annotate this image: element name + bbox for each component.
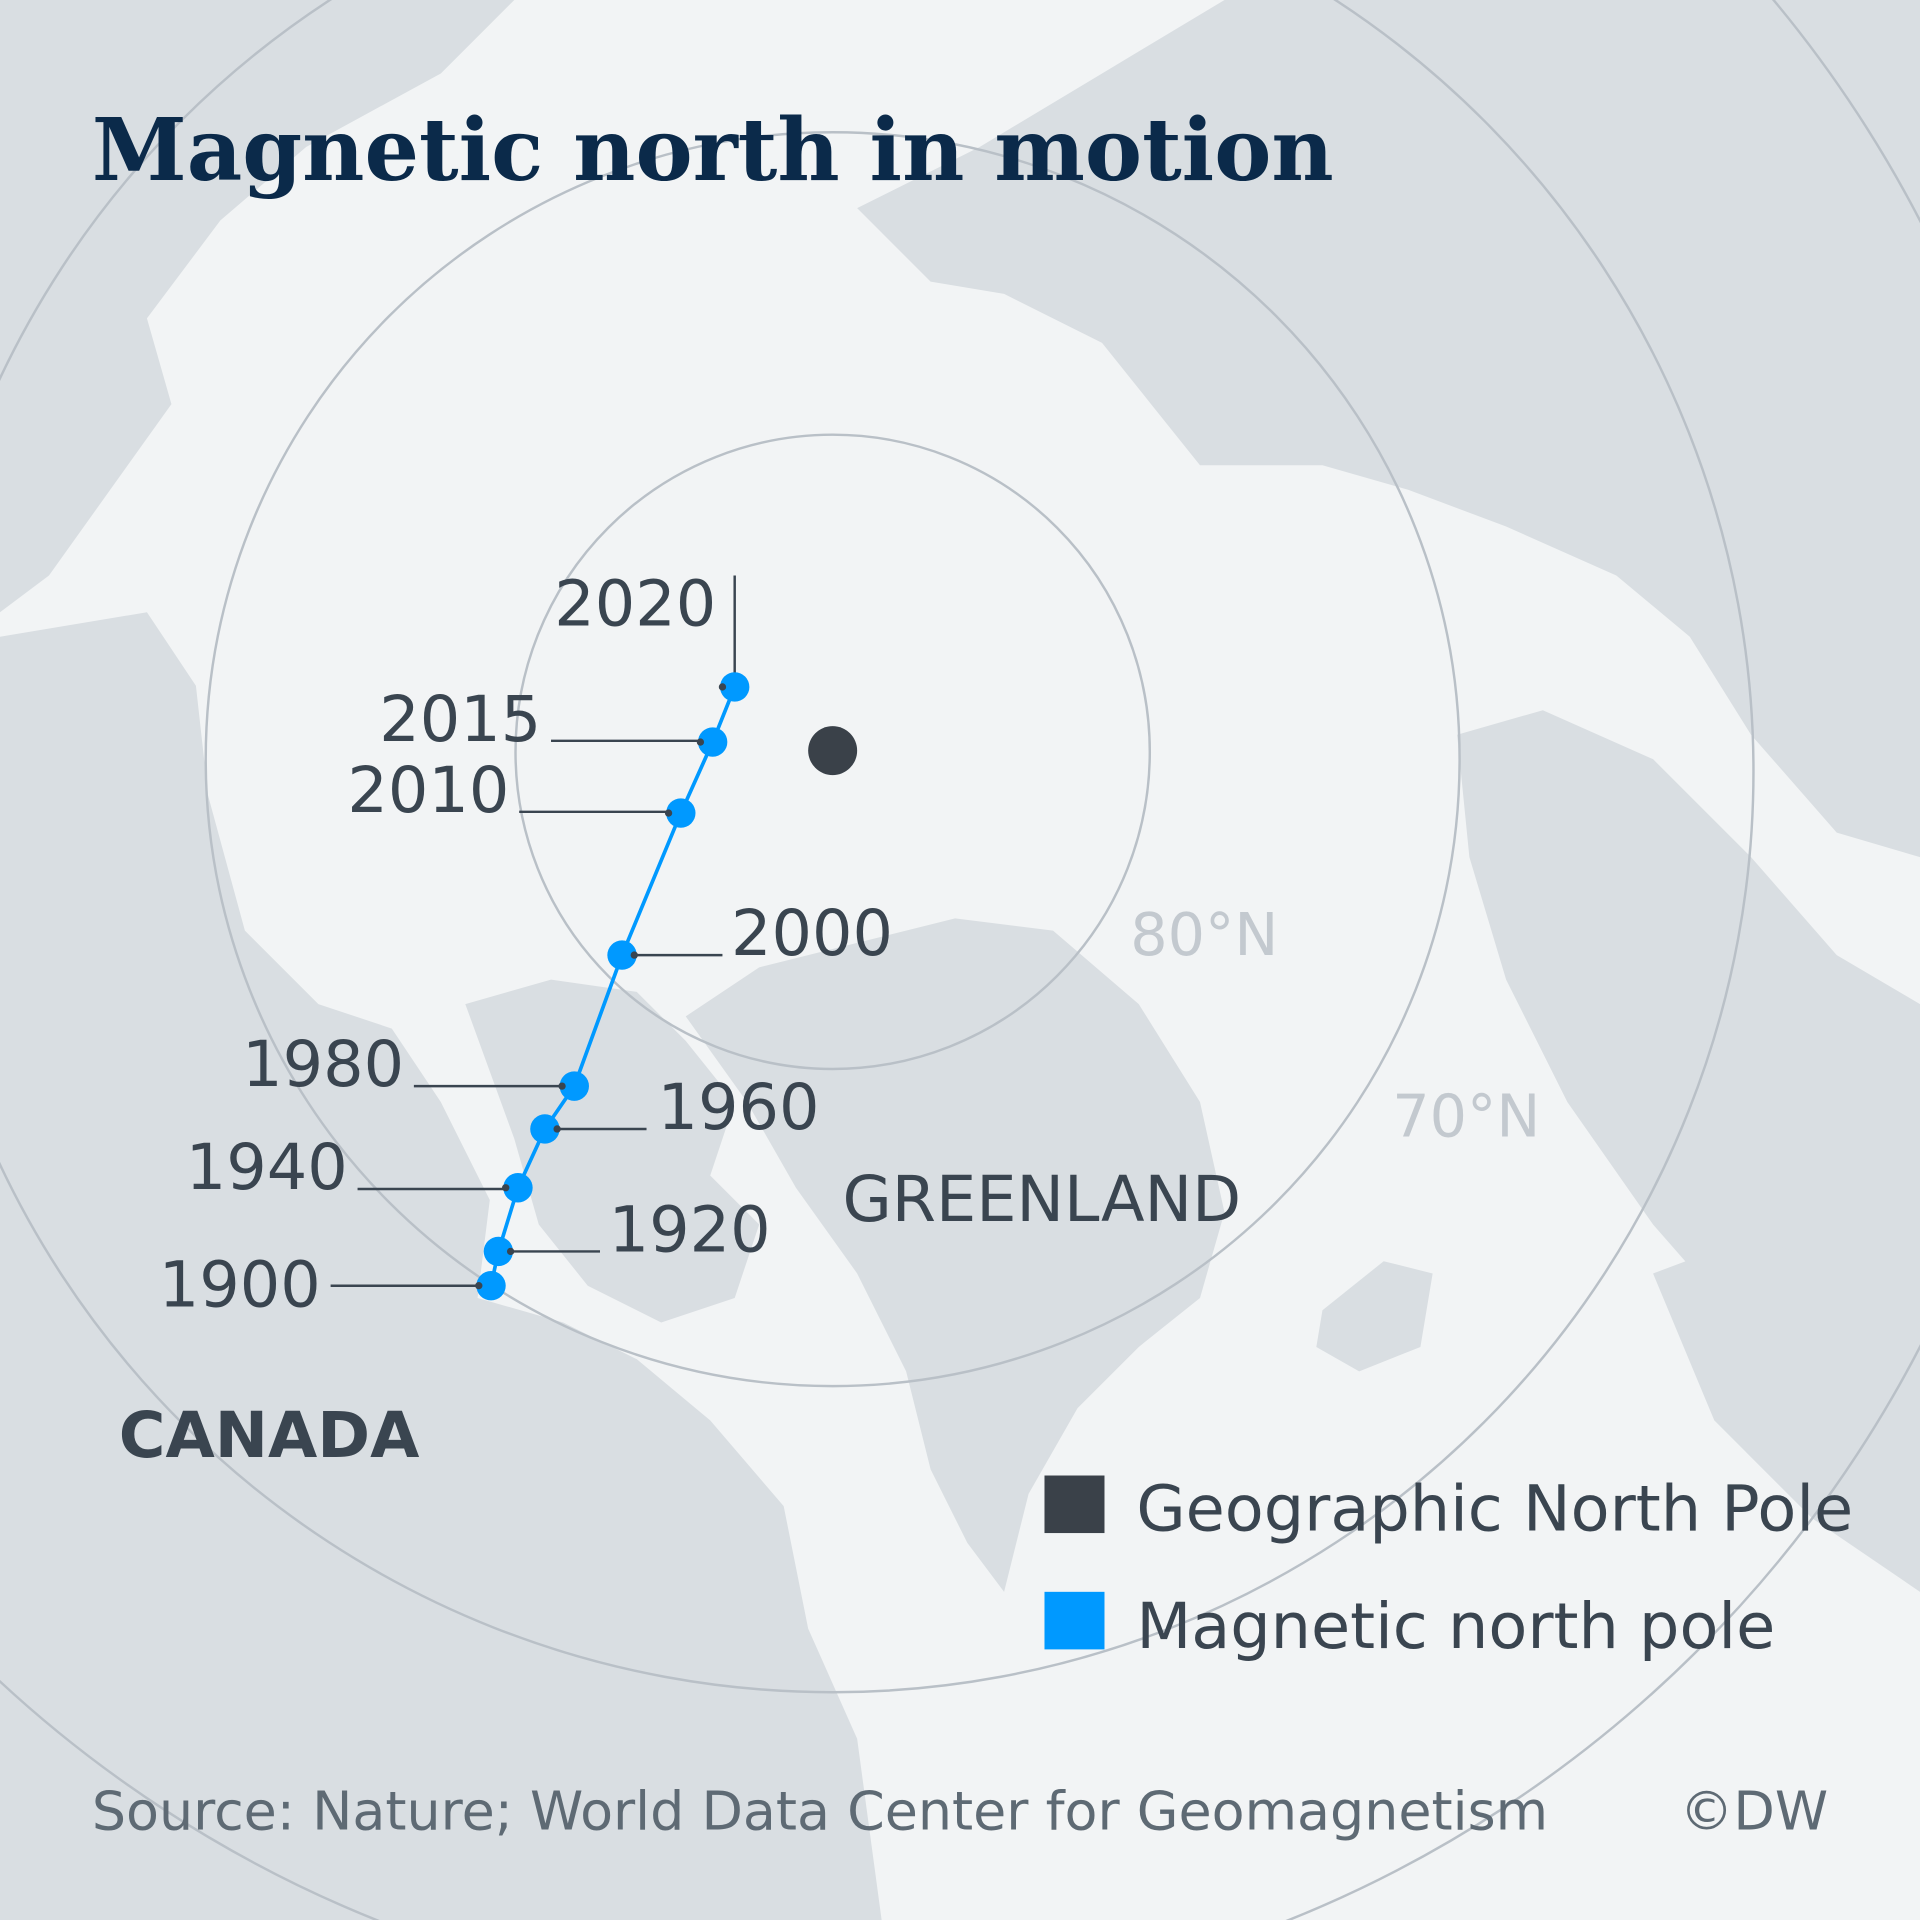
leader-dot-1920 bbox=[506, 1247, 515, 1256]
ring-60n bbox=[0, 0, 1755, 1694]
legend-swatch-geographic bbox=[1044, 1475, 1105, 1534]
year-label-2015: 2015 bbox=[379, 683, 541, 757]
leader-dot-2020 bbox=[718, 683, 727, 691]
legend-label-magnetic: Magnetic north pole bbox=[1136, 1590, 1775, 1664]
land-alaska bbox=[0, 0, 515, 613]
legend-label-geographic: Geographic North Pole bbox=[1136, 1473, 1853, 1547]
year-label-1940: 1940 bbox=[186, 1131, 348, 1205]
leader-dot-1900 bbox=[475, 1282, 483, 1290]
region-label-greenland: GREENLAND bbox=[842, 1163, 1241, 1237]
land-greenland bbox=[685, 918, 1225, 1592]
source-note: Source: Nature; World Data Center for Ge… bbox=[92, 1779, 1548, 1842]
land-arctic-islands bbox=[465, 979, 760, 1323]
latitude-label-80n: 80°N bbox=[1130, 900, 1278, 969]
latitude-label-70n: 70°N bbox=[1392, 1081, 1540, 1150]
magnetic-pole-point-1980 bbox=[559, 1071, 589, 1101]
year-label-1900: 1900 bbox=[159, 1249, 321, 1323]
credit: ©DW bbox=[1680, 1779, 1829, 1842]
geographic-north-pole-marker bbox=[808, 726, 858, 776]
year-label-2020: 2020 bbox=[554, 568, 716, 642]
magnetic-pole-point-2010 bbox=[666, 798, 696, 828]
leader-dot-1960 bbox=[553, 1125, 561, 1133]
page-title: Magnetic north in motion bbox=[92, 101, 1334, 201]
leader-dot-2015 bbox=[696, 738, 705, 746]
magnetic-pole-point-2000 bbox=[607, 940, 637, 970]
year-label-1980: 1980 bbox=[242, 1028, 404, 1102]
leader-dot-1940 bbox=[502, 1184, 510, 1192]
magnetic-pole-point-1960 bbox=[530, 1114, 560, 1144]
region-label-canada: CANADA bbox=[119, 1399, 420, 1473]
magnetic-pole-point-2015 bbox=[697, 727, 728, 757]
year-label-1960: 1960 bbox=[658, 1071, 820, 1145]
magnetic-pole-point-1940 bbox=[503, 1173, 533, 1203]
leader-dot-1980 bbox=[558, 1082, 566, 1090]
year-label-2000: 2000 bbox=[731, 897, 893, 971]
magnetic-pole-point-1920 bbox=[483, 1236, 514, 1267]
legend-swatch-magnetic bbox=[1044, 1591, 1105, 1650]
leader-dot-2000 bbox=[630, 951, 638, 959]
magnetic-pole-point-2020 bbox=[720, 672, 750, 702]
land-nordic-east bbox=[1653, 1236, 1920, 1592]
ring-80n bbox=[514, 433, 1152, 1071]
land-russia bbox=[857, 0, 1920, 858]
leader-dot-2010 bbox=[664, 809, 673, 817]
land-canada bbox=[0, 612, 882, 1920]
land-iceland bbox=[1316, 1261, 1433, 1372]
ring-70n bbox=[204, 131, 1461, 1388]
year-label-2010: 2010 bbox=[347, 754, 509, 828]
magnetic-pole-point-1900 bbox=[476, 1271, 506, 1301]
year-label-1920: 1920 bbox=[609, 1193, 771, 1267]
